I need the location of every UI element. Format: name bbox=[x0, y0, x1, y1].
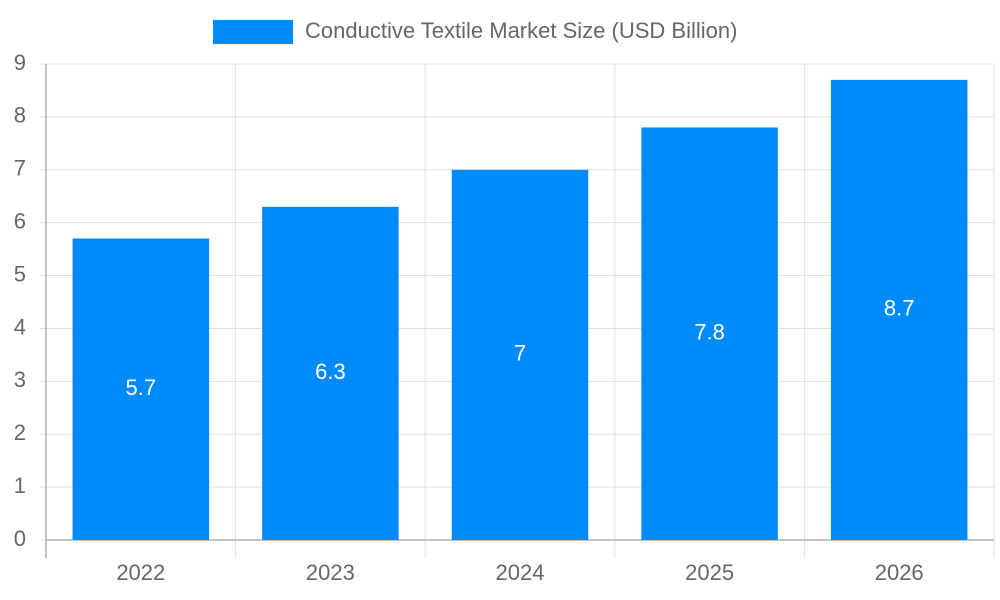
legend-swatch bbox=[213, 20, 293, 44]
data-label: 5.7 bbox=[126, 375, 157, 400]
data-label: 7 bbox=[514, 341, 526, 366]
bar bbox=[830, 79, 968, 540]
x-tick-label: 2023 bbox=[306, 560, 355, 585]
y-tick-label: 3 bbox=[14, 367, 26, 392]
bar bbox=[641, 127, 778, 540]
x-tick-label: 2024 bbox=[496, 560, 545, 585]
y-tick-label: 8 bbox=[14, 103, 26, 128]
y-tick-label: 2 bbox=[14, 420, 26, 445]
x-tick-label: 2026 bbox=[875, 560, 924, 585]
x-tick-label: 2025 bbox=[685, 560, 734, 585]
x-tick-label: 2022 bbox=[116, 560, 165, 585]
y-tick-label: 1 bbox=[14, 473, 26, 498]
y-tick-label: 6 bbox=[14, 208, 26, 233]
y-tick-label: 5 bbox=[14, 261, 26, 286]
y-tick-label: 7 bbox=[14, 156, 26, 181]
bar bbox=[72, 238, 210, 541]
data-label: 6.3 bbox=[315, 359, 346, 384]
legend-label: Conductive Textile Market Size (USD Bill… bbox=[305, 18, 737, 43]
y-tick-label: 0 bbox=[14, 526, 26, 551]
bar bbox=[262, 206, 399, 541]
data-label: 7.8 bbox=[694, 320, 725, 345]
y-tick-label: 9 bbox=[14, 50, 26, 75]
legend: Conductive Textile Market Size (USD Bill… bbox=[213, 18, 737, 44]
bar bbox=[451, 169, 589, 540]
data-label: 8.7 bbox=[884, 296, 915, 321]
y-tick-label: 4 bbox=[14, 314, 26, 339]
